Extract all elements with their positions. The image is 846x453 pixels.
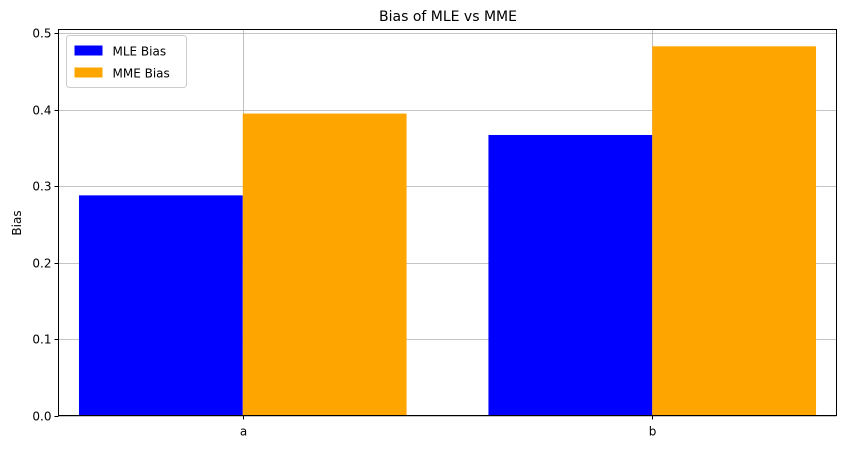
chart-title: Bias of MLE vs MME [379,9,517,25]
legend-swatch [74,67,103,78]
y-tick-label: 0.4 [32,104,51,118]
y-tick-label: 0.1 [32,333,51,347]
bars [78,46,817,416]
bar-mme-bias-b [652,46,817,416]
y-tick-label: 0.0 [32,410,51,424]
x-tick-label: b [649,425,657,439]
legend: MLE Bias MME Bias [66,35,187,88]
bar-mle-bias-a [78,195,243,416]
plot-frame [58,29,837,416]
y-tick-label: 0.3 [32,180,51,194]
y-axis-label: Bias [10,210,24,235]
legend-swatch [74,45,103,56]
y-axis-ticks: 0.0 0.1 0.2 0.3 0.4 0.5 [32,27,59,424]
y-tick-label: 0.2 [32,257,51,271]
legend-label: MLE Bias [113,45,167,59]
bar-mme-bias-a [242,113,407,416]
x-tick-label: a [240,425,247,439]
bar-mle-bias-b [488,134,653,416]
legend-label: MME Bias [113,67,170,81]
y-tick-label: 0.5 [32,27,51,41]
